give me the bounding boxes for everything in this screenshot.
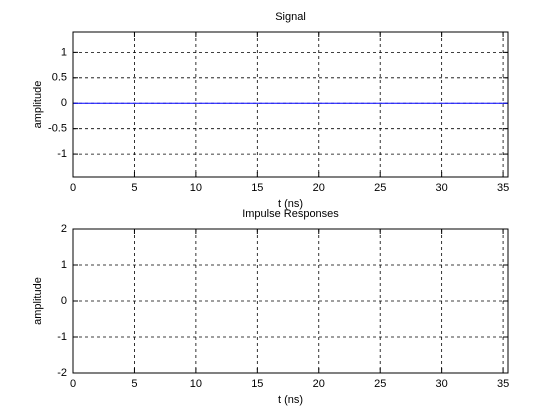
x-tick-label: 15 <box>251 378 263 390</box>
x-tick-label: 20 <box>313 182 325 194</box>
y-tick-label: 1 <box>61 259 67 271</box>
axes-box <box>72 31 509 178</box>
y-tick-label: 0.5 <box>52 72 67 84</box>
x-tick-label: 25 <box>374 182 386 194</box>
y-axis-label: amplitude <box>32 81 44 129</box>
y-tick-label: 1 <box>61 46 67 58</box>
x-tick-label: 0 <box>70 182 76 194</box>
x-tick-label: 30 <box>436 182 448 194</box>
x-tick-label: 25 <box>374 378 386 390</box>
x-tick-label: 10 <box>190 378 202 390</box>
y-tick-label: 0 <box>61 295 67 307</box>
chart-title: Impulse Responses <box>242 208 339 220</box>
x-tick-label: 5 <box>131 378 137 390</box>
x-tick-label: 35 <box>497 378 509 390</box>
x-axis-label: t (ns) <box>278 198 303 210</box>
y-tick-label: 2 <box>61 223 67 235</box>
x-axis-label: t (ns) <box>278 394 303 406</box>
y-tick-label: -2 <box>57 367 67 379</box>
axes-box <box>72 228 509 374</box>
y-tick-label: -1 <box>57 148 67 160</box>
x-tick-label: 20 <box>313 378 325 390</box>
y-axis-label: amplitude <box>32 277 44 325</box>
x-tick-label: 35 <box>497 182 509 194</box>
x-tick-label: 10 <box>190 182 202 194</box>
x-tick-label: 5 <box>131 182 137 194</box>
chart-title: Signal <box>275 11 306 23</box>
plot-area <box>73 32 508 177</box>
x-tick-label: 0 <box>70 378 76 390</box>
y-tick-label: -0.5 <box>48 123 67 135</box>
y-tick-label: 0 <box>61 97 67 109</box>
x-tick-label: 15 <box>251 182 263 194</box>
y-tick-label: -1 <box>57 331 67 343</box>
x-tick-label: 30 <box>436 378 448 390</box>
